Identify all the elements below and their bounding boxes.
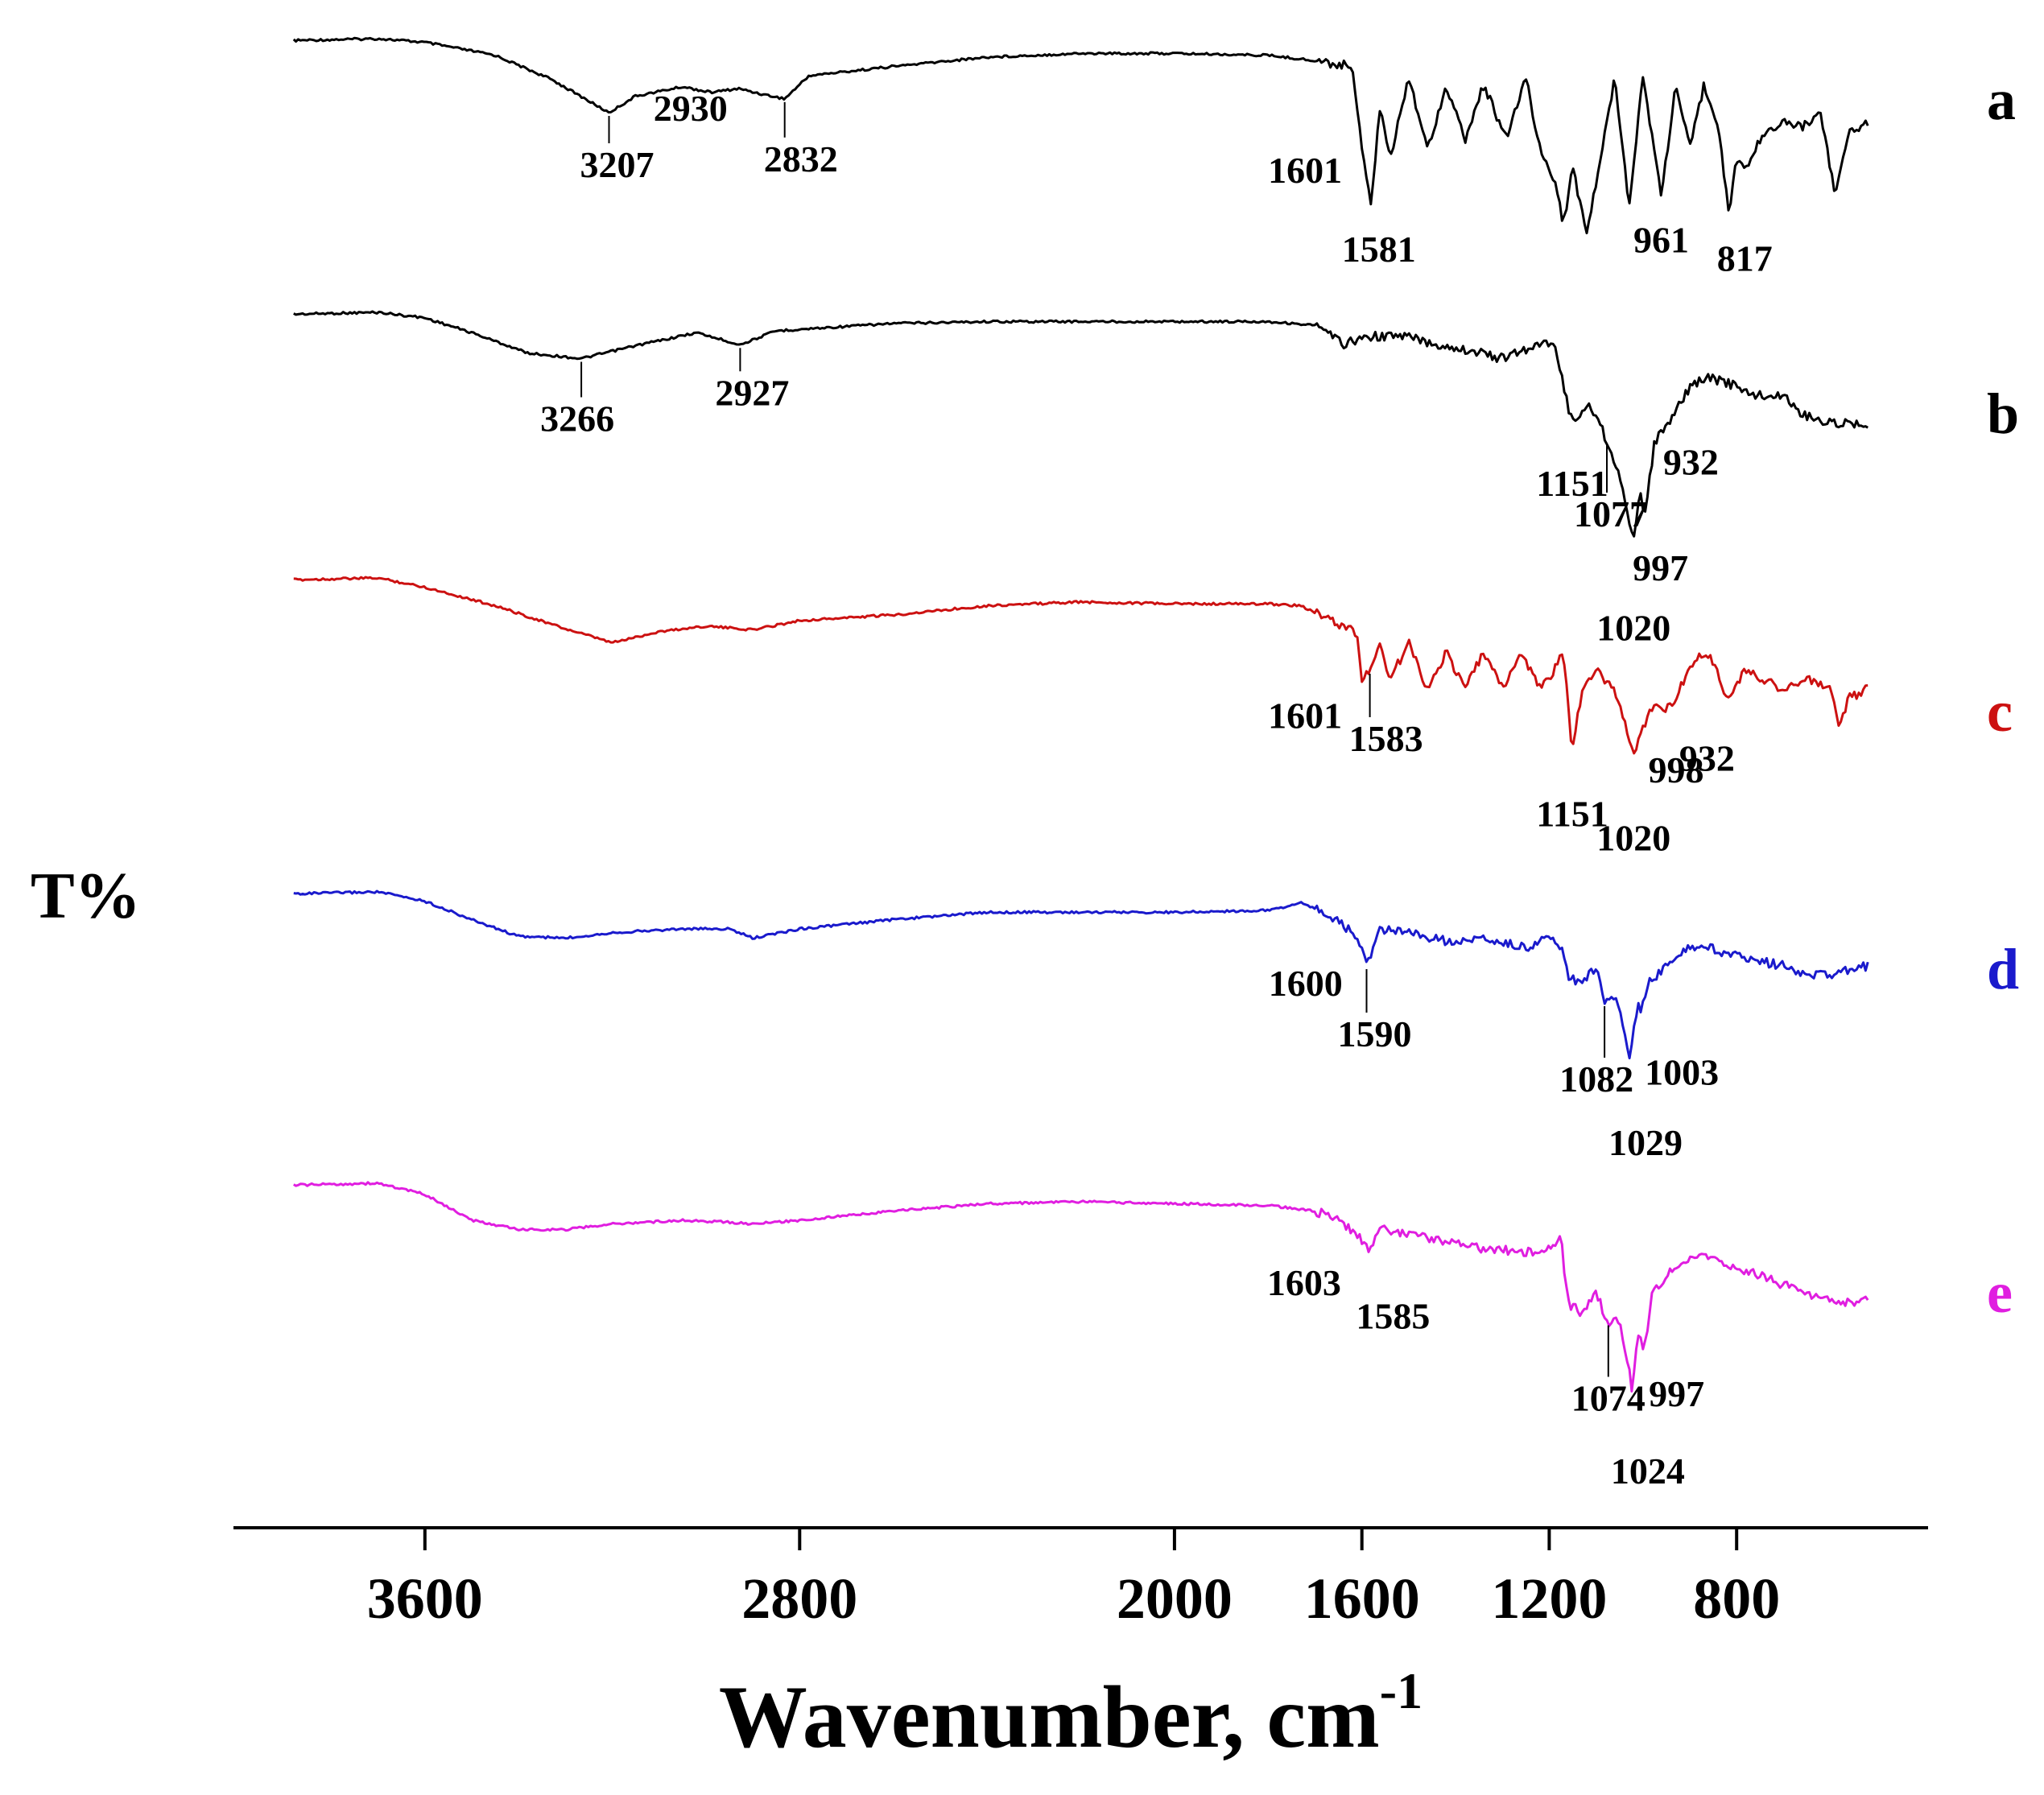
x-tick-label-2800: 2800 xyxy=(741,1566,857,1631)
series-e-label: e xyxy=(1987,1261,2013,1325)
x-tick-label-1200: 1200 xyxy=(1491,1566,1607,1631)
peak-label-e-1585: 1585 xyxy=(1356,1296,1430,1337)
peak-label-d-1082: 1082 xyxy=(1559,1058,1633,1100)
x-axis-title-superscript: -1 xyxy=(1380,1662,1423,1719)
series-a-line xyxy=(292,36,1869,235)
peak-label-b-997: 997 xyxy=(1633,547,1688,588)
series-c-label: c xyxy=(1987,679,2013,744)
peak-label-a-2930: 2930 xyxy=(654,88,728,129)
series-d-line xyxy=(293,889,1869,1060)
series-e-line xyxy=(293,1181,1869,1393)
peak-label-b-1020: 1020 xyxy=(1596,608,1670,649)
series-layer xyxy=(292,36,1869,1393)
peak-label-a-3207: 3207 xyxy=(580,144,654,185)
peak-label-a-1601: 1601 xyxy=(1268,150,1342,191)
peak-label-a-961: 961 xyxy=(1633,220,1689,261)
peak-label-a-817: 817 xyxy=(1717,238,1773,279)
peak-label-b-3266: 3266 xyxy=(540,398,614,439)
x-axis-title-text: Wavenumber, cm xyxy=(719,1668,1380,1766)
peak-label-a-1581: 1581 xyxy=(1342,229,1416,270)
peak-label-c-1151: 1151 xyxy=(1536,794,1608,835)
peak-label-e-1603: 1603 xyxy=(1267,1262,1341,1303)
y-axis-label: T% xyxy=(31,859,141,932)
peak-label-e-997: 997 xyxy=(1649,1373,1704,1414)
peak-label-c-998: 998 xyxy=(1649,749,1704,790)
x-axis-title: Wavenumber, cm-1 xyxy=(719,1662,1423,1766)
x-tick-label-2000: 2000 xyxy=(1117,1566,1233,1631)
peak-label-b-2927: 2927 xyxy=(715,372,789,413)
peak-label-e-1024: 1024 xyxy=(1611,1450,1685,1492)
series-c-line xyxy=(293,576,1869,755)
peak-label-e-1074: 1074 xyxy=(1571,1378,1646,1419)
peak-label-d-1003: 1003 xyxy=(1645,1052,1719,1093)
peak-label-a-2832: 2832 xyxy=(764,138,838,180)
peak-label-d-1029: 1029 xyxy=(1608,1122,1683,1163)
peak-label-d-1590: 1590 xyxy=(1338,1013,1412,1054)
x-tick-label-800: 800 xyxy=(1693,1566,1780,1631)
peak-label-c-1601: 1601 xyxy=(1268,695,1342,737)
peak-label-b-1151: 1151 xyxy=(1536,463,1608,504)
peak-label-c-1020: 1020 xyxy=(1596,818,1670,859)
x-tick-label-3600: 3600 xyxy=(367,1566,483,1631)
peak-label-b-1077: 1077 xyxy=(1574,493,1648,534)
peak-label-d-1600: 1600 xyxy=(1269,963,1343,1004)
peak-label-c-932: 932 xyxy=(1679,738,1735,779)
x-tick-label-1600: 1600 xyxy=(1304,1566,1420,1631)
series-a-label: a xyxy=(1987,68,2016,132)
peak-label-c-1583: 1583 xyxy=(1349,718,1423,759)
series-b-label: b xyxy=(1987,382,2019,446)
x-axis: 3600 2800 2000 1600 1200 800 xyxy=(233,1526,1928,1631)
series-b-line xyxy=(293,310,1869,538)
series-d-label: d xyxy=(1987,937,2019,1001)
peak-label-b-932: 932 xyxy=(1663,442,1719,483)
